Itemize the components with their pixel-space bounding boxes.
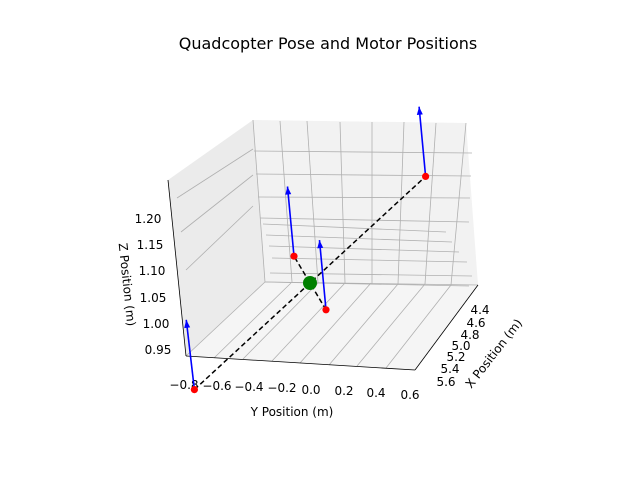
y-tick-label: 0.2 [334,384,353,398]
grid-line [176,148,254,199]
grid-line [185,205,254,271]
z-axis-line [167,179,187,357]
thrust-arrow-head [416,106,423,115]
grid-line [268,245,460,253]
x-tick-label: 5.2 [446,350,465,364]
grid-line [242,282,319,360]
grid-line [385,284,452,369]
y-axis-line [185,355,416,371]
motor-point [190,386,198,394]
grid-line [262,223,447,233]
floor-pane [186,282,478,370]
grid-line [306,120,319,284]
grid-line [279,120,293,283]
grid-line [328,283,399,366]
grid-line [339,121,346,284]
frame-arm-line [193,175,427,391]
grid-line [185,281,266,357]
thrust-arrow-head [184,319,191,329]
x-tick-label: 4.4 [470,303,489,317]
y-tick-label: 0.0 [301,383,320,397]
grid-line [424,122,437,285]
grid-line [252,119,266,283]
y-tick-label: −0.2 [267,381,296,395]
y-axis-label: Y Position (m) [250,405,334,419]
motor-point [422,172,430,180]
z-axis-label: Z Position (m) [116,242,139,327]
z-tick-label: 1.00 [143,317,170,331]
grid-line [271,257,468,263]
motor-point [322,306,330,314]
thrust-arrow-head [317,240,324,249]
thrust-arrow [318,240,327,310]
thrust-arrow [418,106,427,177]
grid-lines [176,119,479,369]
y-tick-label: 0.6 [400,388,419,402]
grid-line [299,282,372,364]
x-tick-label: 4.6 [466,316,485,330]
grid-line [356,283,426,367]
grid-line [397,121,405,285]
z-tick-label: 1.20 [135,212,162,226]
motor-point [290,252,298,260]
z-tick-label: 0.95 [145,343,172,357]
grid-line [450,122,467,286]
grid-line [180,174,254,233]
thrust-arrow-head [285,186,292,195]
frame-arm-line [293,255,327,311]
z-tick-label: 1.15 [137,238,164,252]
grid-line [255,173,472,177]
axis-ticks: −0.8 −0.6 −0.4 −0.2 0.0 0.2 0.4 0.64.44.64.85.0… [135,212,490,402]
center-point [303,276,317,290]
back-pane [253,120,478,285]
x-axis-line [414,284,479,371]
x-tick-label: 5.6 [436,375,455,389]
y-tick-label: 0.4 [366,386,385,400]
y-tick-label: −0.4 [234,380,263,394]
grid-line [264,281,470,287]
x-tick-label: 5.4 [440,362,459,376]
grid-line [253,150,473,154]
z-tick-label: 1.05 [140,291,167,305]
y-tick-label: −0.6 [202,379,231,393]
grid-line [271,282,346,362]
plot-marks [184,106,430,394]
thrust-arrow [286,186,295,257]
chart-title: Quadcopter Pose and Motor Positions [179,34,478,53]
side-pane [168,120,265,356]
x-tick-label: 5.0 [451,339,470,353]
x-tick-label: 4.8 [460,328,479,342]
grid-line [259,217,470,223]
grid-line [265,234,453,243]
thrust-arrow [185,319,196,390]
z-tick-label: 1.10 [139,264,166,278]
grid-line [213,282,292,359]
grid-line [257,196,471,199]
